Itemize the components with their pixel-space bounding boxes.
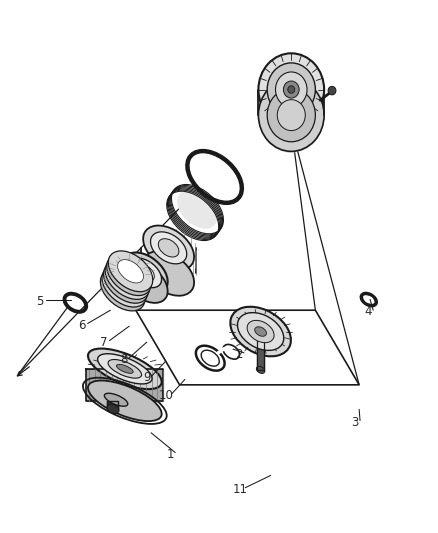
Ellipse shape (258, 53, 324, 126)
Ellipse shape (68, 298, 82, 308)
Ellipse shape (137, 265, 154, 281)
Text: 11: 11 (233, 483, 247, 496)
Ellipse shape (267, 63, 315, 116)
Ellipse shape (116, 263, 142, 287)
Ellipse shape (107, 255, 151, 295)
Ellipse shape (151, 232, 187, 264)
Ellipse shape (88, 381, 162, 421)
Ellipse shape (118, 260, 143, 283)
Ellipse shape (277, 100, 305, 131)
Text: 8: 8 (120, 353, 127, 366)
Ellipse shape (256, 366, 265, 374)
Ellipse shape (276, 72, 307, 107)
Polygon shape (107, 401, 118, 409)
Ellipse shape (328, 86, 336, 95)
Ellipse shape (100, 270, 145, 311)
Ellipse shape (108, 360, 141, 378)
Ellipse shape (110, 279, 135, 302)
Ellipse shape (230, 306, 291, 357)
Text: 3: 3 (351, 416, 358, 429)
Ellipse shape (117, 365, 133, 373)
Ellipse shape (107, 404, 119, 414)
Ellipse shape (288, 86, 295, 93)
Text: 1: 1 (166, 448, 174, 461)
Ellipse shape (143, 251, 194, 296)
Ellipse shape (143, 225, 194, 270)
Polygon shape (86, 369, 163, 401)
Text: 6: 6 (78, 319, 86, 332)
Polygon shape (257, 336, 264, 370)
Ellipse shape (102, 266, 146, 307)
Ellipse shape (104, 393, 128, 406)
Text: 2: 2 (235, 348, 243, 361)
Ellipse shape (108, 251, 153, 292)
Ellipse shape (123, 262, 168, 303)
Ellipse shape (114, 268, 140, 290)
Ellipse shape (158, 239, 179, 257)
Ellipse shape (123, 253, 168, 293)
Ellipse shape (364, 296, 373, 303)
Ellipse shape (255, 327, 266, 336)
Ellipse shape (177, 190, 217, 229)
Ellipse shape (283, 81, 299, 98)
Ellipse shape (258, 79, 324, 151)
Ellipse shape (103, 262, 148, 303)
Text: 4: 4 (364, 305, 372, 318)
Text: 7: 7 (100, 336, 108, 349)
Ellipse shape (267, 88, 315, 142)
Ellipse shape (237, 313, 284, 350)
Ellipse shape (88, 349, 162, 389)
Ellipse shape (111, 275, 137, 298)
Ellipse shape (113, 271, 139, 294)
Text: 9: 9 (143, 371, 151, 384)
Ellipse shape (247, 320, 274, 343)
Text: 5: 5 (37, 295, 44, 308)
Text: 10: 10 (159, 389, 174, 402)
Ellipse shape (105, 259, 150, 300)
Ellipse shape (129, 258, 162, 288)
Ellipse shape (201, 350, 219, 366)
Ellipse shape (98, 354, 152, 384)
Ellipse shape (194, 157, 236, 197)
